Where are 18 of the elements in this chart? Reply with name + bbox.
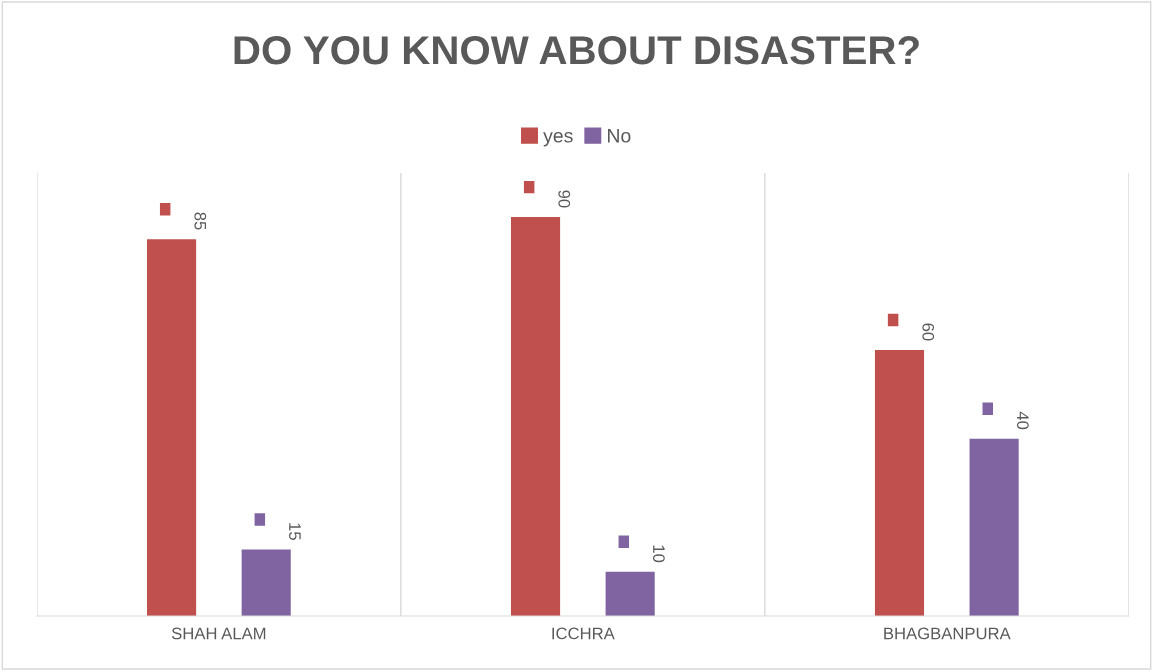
legend-label: No [608, 129, 631, 143]
bar [874, 350, 925, 616]
x-tick-label: SHAH ALAM [171, 627, 266, 640]
chart-title: DO YOU KNOW ABOUT DISASTER? [234, 35, 919, 65]
data-label: 15 [289, 523, 301, 540]
data-label: 85 [194, 212, 207, 230]
data-label: 40 [1016, 411, 1029, 430]
data-label: 60 [922, 323, 935, 341]
bar [605, 571, 655, 616]
x-tick-label: ICCHRA [552, 627, 615, 640]
bar [147, 239, 197, 616]
legend-label: yes [543, 131, 573, 147]
bar [241, 549, 291, 616]
data-label: 10 [652, 545, 665, 563]
bar [510, 217, 561, 616]
data-label: 90 [558, 190, 571, 208]
bar [969, 438, 1019, 616]
x-tick-label: BHAGBANPURA [884, 627, 1011, 640]
